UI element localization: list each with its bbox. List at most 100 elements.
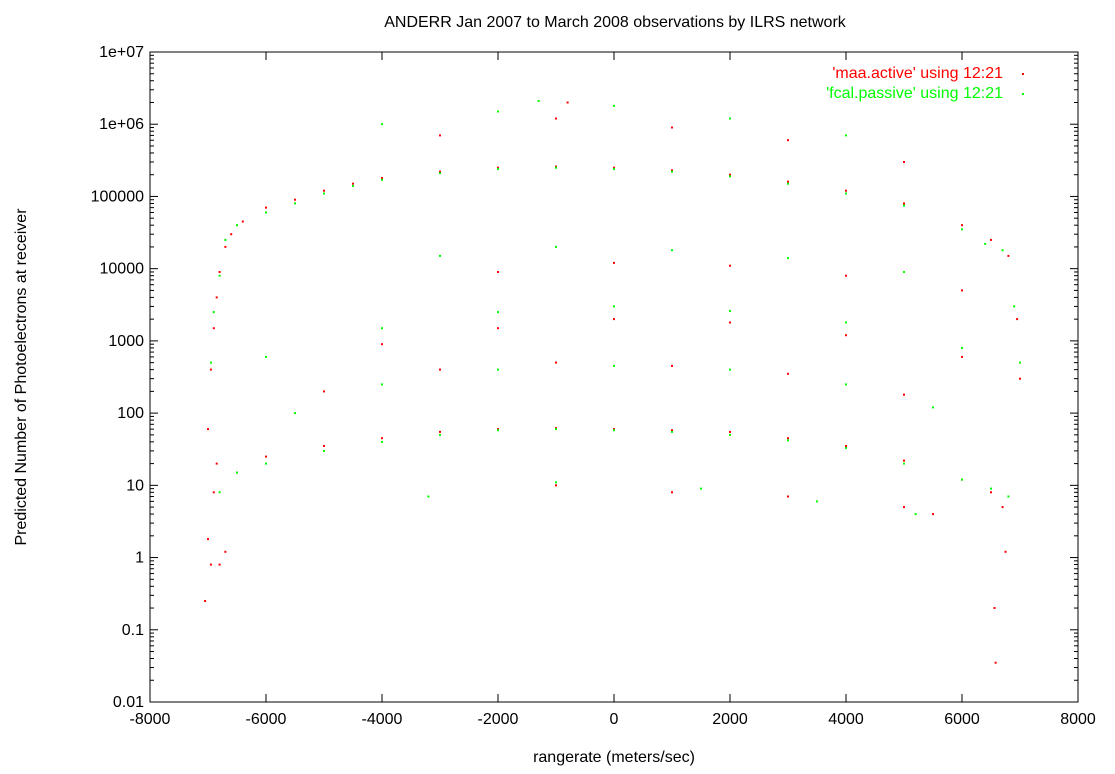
data-point: [990, 238, 992, 241]
data-point: [212, 327, 215, 330]
x-tick-label: 0: [610, 711, 619, 728]
data-point: [236, 471, 238, 474]
data-point: [352, 184, 354, 187]
data-point: [903, 161, 905, 163]
data-point: [903, 204, 905, 207]
data-point: [961, 478, 963, 481]
data-point: [427, 495, 430, 498]
y-tick-label: 0.1: [122, 622, 144, 639]
data-point: [914, 513, 917, 516]
data-point: [787, 257, 789, 260]
y-axis: 0.01 0.1 1 10 100 1000 10000 100000 1e+06 1e+07: [91, 44, 1078, 711]
data-point: [903, 459, 905, 462]
y-tick-label: 100000: [91, 188, 144, 205]
data-point: [787, 439, 789, 442]
y-tick-label: 0.01: [113, 694, 144, 711]
data-point: [294, 202, 296, 205]
plot-frame: [149, 51, 1079, 703]
data-point: [555, 428, 557, 431]
x-tick-label: 8000: [1060, 711, 1096, 728]
data-point: [1004, 550, 1007, 553]
data-points: [204, 100, 1021, 664]
y-tick-label: 1e+06: [99, 116, 144, 133]
data-point: [212, 491, 215, 494]
x-tick-label: 4000: [828, 711, 864, 728]
data-point: [236, 224, 238, 227]
data-point: [1001, 506, 1004, 509]
x-tick-label: -4000: [362, 711, 403, 728]
x-tick-label: -6000: [246, 711, 287, 728]
data-point: [845, 192, 847, 195]
data-point: [845, 134, 847, 137]
data-point: [787, 372, 789, 375]
data-point: [903, 462, 905, 465]
data-point: [1007, 495, 1010, 498]
data-point: [218, 563, 221, 566]
data-point: [816, 500, 818, 503]
data-point: [845, 274, 847, 277]
data-point: [613, 318, 615, 321]
data-point: [903, 271, 905, 273]
legend: 'maa.active' using 12:21 'fcal.passive' …: [826, 65, 1024, 102]
data-point: [381, 440, 383, 443]
data-point: [990, 491, 992, 494]
data-point: [555, 166, 557, 169]
data-point: [845, 321, 847, 324]
data-point: [903, 506, 905, 509]
data-point: [439, 254, 441, 257]
data-point: [497, 271, 499, 273]
data-point: [566, 101, 569, 104]
data-point: [729, 175, 731, 178]
x-axis-label: rangerate (meters/sec): [533, 749, 695, 766]
data-point: [230, 233, 233, 236]
data-point: [984, 242, 987, 245]
data-point: [671, 170, 673, 173]
x-tick-label: 2000: [712, 711, 748, 728]
data-point: [381, 327, 383, 330]
data-point: [903, 393, 905, 396]
legend-entry-fcal-passive: 'fcal.passive' using 12:21: [826, 85, 1003, 102]
data-point: [932, 513, 934, 516]
data-point: [209, 361, 212, 364]
data-point: [497, 428, 499, 431]
data-point: [613, 104, 615, 107]
data-point: [994, 661, 997, 664]
data-point: [729, 173, 731, 176]
data-point: [204, 600, 207, 602]
data-point: [845, 334, 847, 337]
data-point: [1016, 318, 1019, 321]
data-point: [218, 271, 221, 273]
data-point: [294, 198, 296, 201]
data-point: [613, 428, 615, 431]
data-point: [294, 412, 296, 415]
data-point: [209, 563, 212, 566]
data-point: [671, 491, 673, 494]
data-point: [224, 550, 227, 553]
data-point: [613, 166, 615, 169]
data-point: [961, 224, 963, 227]
data-point: [729, 117, 731, 120]
x-axis: -8000 -6000 -4000 -2000 0 2000 4000 6000 8000: [130, 52, 1096, 728]
series-0: [204, 101, 1021, 664]
x-tick-label: 6000: [944, 711, 980, 728]
data-point: [381, 123, 383, 126]
data-point: [729, 433, 731, 436]
data-point: [265, 355, 267, 358]
series-1: [209, 100, 1021, 516]
data-point: [497, 311, 499, 314]
data-point: [215, 462, 218, 465]
data-point: [555, 117, 557, 120]
data-point: [787, 180, 789, 183]
data-point: [845, 383, 847, 386]
data-point: [323, 390, 325, 393]
data-point: [1001, 249, 1004, 252]
data-point: [671, 364, 673, 367]
data-point: [787, 182, 789, 185]
data-point: [845, 189, 847, 192]
y-tick-label: 1000: [108, 333, 144, 350]
data-point: [961, 355, 963, 358]
data-point: [323, 445, 325, 447]
data-point: [729, 368, 731, 371]
data-point: [265, 211, 267, 214]
